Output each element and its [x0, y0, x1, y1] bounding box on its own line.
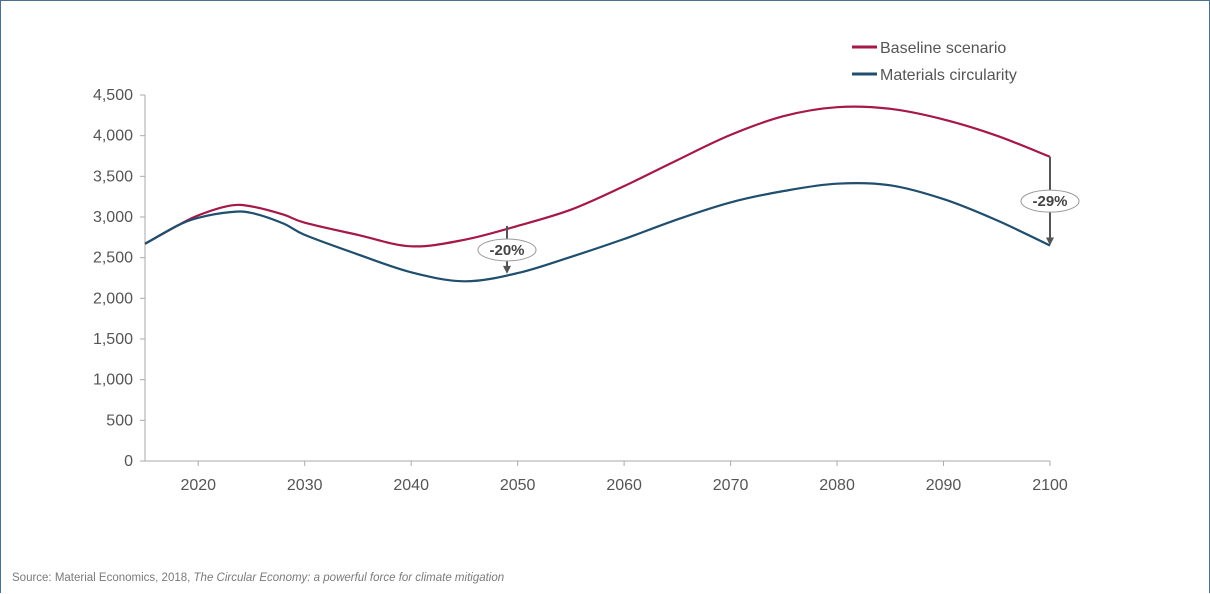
legend: Baseline scenario Materials circularity — [852, 40, 1017, 84]
y-tick-label: 3,000 — [93, 209, 133, 226]
callout-arrow-head — [503, 265, 511, 274]
x-tick-label: 2070 — [713, 477, 749, 494]
y-tick-label: 500 — [106, 412, 133, 429]
y-tick-label: 3,500 — [93, 168, 133, 185]
x-tick-label: 2100 — [1032, 477, 1068, 494]
source-note: Source: Material Economics, 2018, The Ci… — [12, 572, 504, 584]
callout-label: -20% — [489, 242, 524, 259]
y-axis-ticks: 0 500 1,000 1,500 2,000 2,500 3,000 3,500 4,000 4… — [93, 87, 145, 470]
legend-label-baseline: Baseline scenario — [880, 40, 1006, 57]
callout-label: -29% — [1032, 193, 1067, 210]
y-tick-label: 1,000 — [93, 372, 133, 389]
x-tick-label: 2030 — [287, 477, 323, 494]
x-tick-label: 2090 — [926, 477, 962, 494]
callout-oval — [477, 238, 537, 262]
series-lines — [144, 105, 1051, 283]
x-tick-label: 2080 — [819, 477, 855, 494]
x-axis-ticks: 2020 2030 2040 2050 2060 2070 2080 2090 2100 — [180, 461, 1068, 494]
x-tick-label: 2060 — [606, 477, 642, 494]
y-tick-label: 2,500 — [93, 250, 133, 267]
source-title: The Circular Economy: a powerful force f… — [193, 572, 505, 584]
callout-oval — [1020, 189, 1080, 213]
source-prefix: Source: Material Economics, 2018, — [12, 572, 194, 584]
x-tick-label: 2040 — [393, 477, 429, 494]
axes — [144, 95, 1050, 462]
y-tick-label: 2,000 — [93, 290, 133, 307]
y-tick-label: 4,500 — [93, 87, 133, 104]
legend-label-circularity: Materials circularity — [880, 67, 1017, 84]
callout-arrow-head — [1046, 237, 1054, 246]
y-tick-label: 0 — [124, 453, 133, 470]
series-line-baseline — [144, 105, 1051, 248]
annotations: -20% -29% — [477, 156, 1080, 274]
y-tick-label: 1,500 — [93, 331, 133, 348]
series-line-circularity — [144, 181, 1051, 283]
y-tick-label: 4,000 — [93, 128, 133, 145]
x-tick-label: 2050 — [500, 477, 536, 494]
x-tick-label: 2020 — [180, 477, 216, 494]
